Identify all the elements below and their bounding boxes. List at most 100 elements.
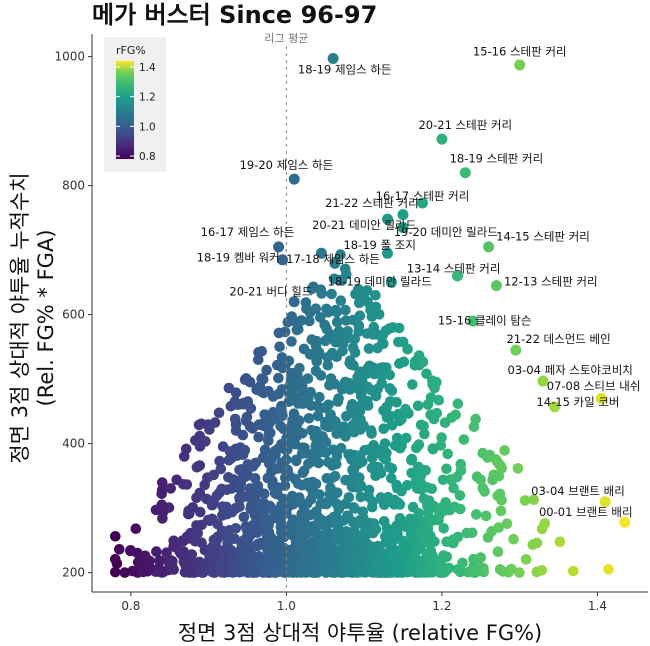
player-season-point <box>216 567 227 578</box>
highlighted-player-point <box>288 296 300 308</box>
y-tick-label: 200 <box>62 566 85 580</box>
player-season-point <box>299 517 311 529</box>
player-season-point <box>365 385 377 396</box>
player-season-point <box>244 557 256 568</box>
player-season-point <box>255 386 267 397</box>
player-season-point <box>196 537 207 549</box>
player-season-point <box>536 565 548 576</box>
player-season-point <box>417 356 429 368</box>
player-season-point <box>273 372 284 384</box>
player-season-point <box>229 413 241 425</box>
player-season-point <box>325 482 336 494</box>
player-season-point <box>273 327 285 339</box>
legend-ticks: 0.8 1.0 1.2 1.4 <box>116 62 156 163</box>
x-tick-label: 0.8 <box>121 599 140 613</box>
player-season-point <box>177 535 188 546</box>
player-season-point <box>539 518 551 529</box>
player-season-point <box>316 288 328 299</box>
player-season-point <box>325 373 337 384</box>
player-season-point <box>282 464 294 476</box>
player-season-point <box>369 305 381 317</box>
player-season-point <box>252 480 264 492</box>
player-season-point <box>454 490 466 501</box>
player-season-point <box>245 528 257 540</box>
player-season-point <box>349 426 361 437</box>
player-season-point <box>167 561 178 572</box>
player-season-point <box>382 491 394 503</box>
player-season-point <box>236 554 248 566</box>
player-season-label: 15-16 스테판 커리 <box>473 44 567 58</box>
background-points <box>110 249 614 578</box>
highlighted-player-point <box>483 241 495 253</box>
y-ticks: 200 400 600 800 1000 <box>54 50 92 580</box>
highlighted-player-point <box>619 516 631 528</box>
player-season-point <box>338 421 350 433</box>
legend-tick-label: 1.0 <box>139 121 156 133</box>
player-season-point <box>320 416 331 428</box>
player-season-point <box>178 553 190 565</box>
player-season-point <box>165 483 176 494</box>
player-season-point <box>355 491 367 503</box>
chart-title: 메가 버스터 Since 96-97 <box>92 1 377 29</box>
player-season-point <box>274 341 285 353</box>
player-season-point <box>333 325 345 337</box>
player-season-point <box>306 562 318 573</box>
player-season-point <box>413 461 424 473</box>
player-season-label: 00-01 브랜트 배리 <box>539 505 633 519</box>
player-season-label: 17-18 제임스 하든 <box>286 252 380 266</box>
player-season-point <box>427 379 438 390</box>
player-season-point <box>344 355 356 367</box>
player-season-point <box>458 434 470 445</box>
player-season-point <box>238 511 250 523</box>
player-season-point <box>326 288 337 300</box>
player-season-point <box>373 448 384 459</box>
player-season-point <box>514 567 525 578</box>
player-season-point <box>520 554 532 565</box>
player-season-point <box>492 546 504 557</box>
player-season-point <box>252 540 263 552</box>
player-season-point <box>157 477 168 488</box>
player-season-point <box>230 523 242 534</box>
player-season-point <box>304 315 315 327</box>
player-season-point <box>110 531 121 542</box>
player-season-point <box>528 494 540 506</box>
highlighted-player-point <box>537 375 549 387</box>
player-season-point <box>161 547 172 558</box>
player-season-point <box>341 562 352 574</box>
player-season-point <box>318 516 330 527</box>
highlighted-player-point <box>382 247 393 259</box>
player-season-point <box>151 546 162 557</box>
player-season-point <box>341 269 352 280</box>
player-season-point <box>181 479 193 490</box>
player-season-point <box>349 347 361 358</box>
player-season-point <box>293 478 304 490</box>
player-season-point <box>332 523 344 534</box>
player-season-point <box>411 442 422 454</box>
highlighted-player-point <box>599 496 611 508</box>
player-season-point <box>110 566 121 578</box>
player-season-point <box>322 359 334 371</box>
player-season-label: 20-21 버디 힐드 <box>229 284 312 298</box>
player-season-point <box>455 566 466 578</box>
player-season-point <box>370 470 381 482</box>
player-season-point <box>322 333 334 345</box>
player-season-point <box>475 474 486 486</box>
player-season-point <box>213 407 225 419</box>
player-season-point <box>471 509 482 520</box>
player-season-point <box>232 564 243 575</box>
player-season-point <box>250 567 262 578</box>
player-season-point <box>519 495 531 506</box>
player-season-point <box>377 567 388 578</box>
player-season-point <box>253 347 264 358</box>
highlighted-player-point <box>397 209 409 221</box>
player-season-point <box>419 529 430 541</box>
player-season-point <box>370 290 381 301</box>
player-season-point <box>211 490 222 502</box>
player-season-point <box>405 562 417 573</box>
player-season-point <box>331 351 343 363</box>
player-season-point <box>508 533 519 545</box>
player-season-point <box>423 507 434 518</box>
player-season-point <box>527 539 539 550</box>
player-season-point <box>487 474 498 486</box>
player-season-point <box>329 470 341 482</box>
